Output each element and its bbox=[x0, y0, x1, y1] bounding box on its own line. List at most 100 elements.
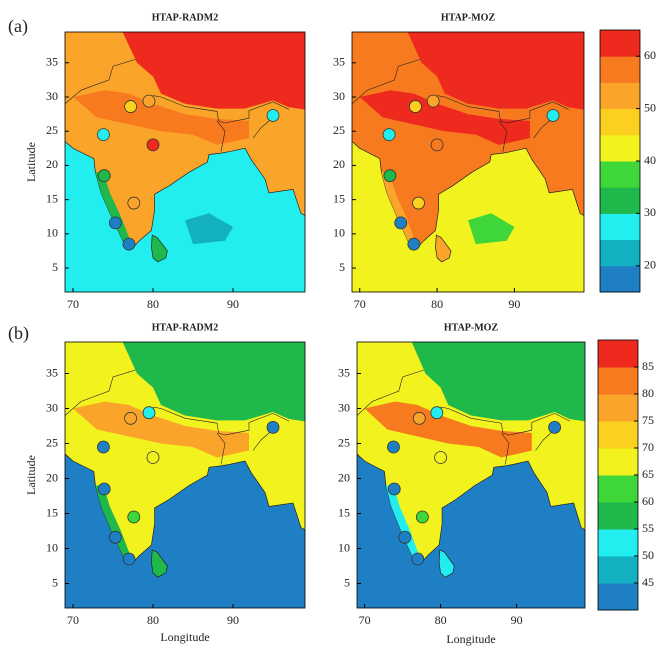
colorbar-tick-label: 55 bbox=[642, 521, 654, 535]
border bbox=[252, 117, 274, 139]
colorbar-band bbox=[600, 134, 640, 162]
tibet-region bbox=[122, 342, 305, 422]
station bbox=[415, 510, 429, 524]
colorbar-tick-label: 20 bbox=[644, 258, 656, 272]
colorbar-tick-label: 30 bbox=[644, 205, 656, 219]
border bbox=[533, 117, 554, 139]
colorbar-band bbox=[600, 82, 640, 110]
colorbar-band bbox=[598, 583, 638, 611]
colorbar-band bbox=[600, 30, 640, 57]
x-tick-label: 70 bbox=[359, 613, 371, 627]
station bbox=[97, 482, 111, 496]
map bbox=[65, 342, 305, 608]
station bbox=[411, 552, 425, 566]
y-tick-label: 10 bbox=[333, 226, 345, 240]
panel-label: (b) bbox=[8, 323, 29, 344]
map-frame bbox=[356, 341, 586, 609]
map-frame bbox=[351, 31, 585, 293]
western-ghats bbox=[95, 172, 132, 246]
x-tick-label: 90 bbox=[511, 613, 523, 627]
y-tick-label: 25 bbox=[46, 435, 58, 449]
border bbox=[65, 369, 136, 416]
western-ghats bbox=[381, 172, 417, 246]
colorbar-band bbox=[600, 56, 640, 83]
station bbox=[266, 420, 280, 434]
y-tick-label: 5 bbox=[344, 575, 350, 589]
colorbar-tick-label: 50 bbox=[642, 548, 654, 562]
gangetic-plain bbox=[364, 401, 532, 458]
y-tick-label: 30 bbox=[46, 400, 58, 414]
station bbox=[109, 530, 122, 544]
y-tick-label: 15 bbox=[338, 505, 350, 519]
y-tick-label: 25 bbox=[338, 435, 350, 449]
gangetic-plain bbox=[73, 90, 249, 145]
border bbox=[440, 406, 570, 436]
y-tick-label: 10 bbox=[46, 226, 58, 240]
map-frame bbox=[64, 31, 306, 293]
y-tick-label: 20 bbox=[333, 157, 345, 171]
station bbox=[127, 196, 141, 210]
y-axis-label: Latitude bbox=[24, 455, 38, 495]
x-axis-label: Longitude bbox=[160, 630, 209, 644]
border bbox=[216, 120, 226, 152]
tibet-region bbox=[411, 342, 585, 422]
x-tick-label: 80 bbox=[431, 297, 443, 311]
y-tick-label: 5 bbox=[339, 260, 345, 274]
colorbar-band bbox=[600, 108, 640, 136]
border bbox=[216, 432, 226, 465]
station bbox=[146, 138, 160, 152]
colorbar-band bbox=[598, 556, 638, 584]
x-tick-label: 70 bbox=[67, 297, 79, 311]
western-ghats bbox=[95, 485, 132, 561]
station bbox=[426, 94, 440, 108]
map-title: HTAP-RADM2 bbox=[152, 322, 218, 333]
station bbox=[407, 237, 421, 251]
station bbox=[394, 216, 408, 230]
station bbox=[412, 196, 425, 210]
x-tick-label: 70 bbox=[67, 613, 79, 627]
colorbar-band bbox=[598, 394, 638, 422]
y-tick-label: 5 bbox=[52, 260, 58, 274]
ocean-patch bbox=[185, 213, 233, 245]
x-tick-label: 70 bbox=[354, 297, 366, 311]
station bbox=[434, 451, 448, 464]
y-tick-label: 30 bbox=[338, 400, 350, 414]
gangetic-plain bbox=[359, 90, 530, 145]
colorbar-band bbox=[598, 421, 638, 449]
y-tick-label: 15 bbox=[46, 191, 58, 205]
colorbar-tick-label: 45 bbox=[642, 575, 654, 589]
ocean-patch bbox=[468, 213, 515, 245]
colorbar-band bbox=[598, 529, 638, 557]
station bbox=[387, 440, 400, 454]
y-tick-label: 35 bbox=[46, 55, 58, 69]
x-tick-label: 80 bbox=[435, 613, 447, 627]
y-tick-label: 20 bbox=[338, 470, 350, 484]
map bbox=[352, 32, 584, 292]
map-title: HTAP-MOZ bbox=[441, 12, 496, 23]
colorbar-tick-label: 50 bbox=[644, 100, 656, 114]
map bbox=[65, 32, 305, 292]
y-tick-label: 20 bbox=[46, 157, 58, 171]
sri-lanka bbox=[151, 549, 168, 578]
station bbox=[122, 552, 136, 566]
station bbox=[546, 109, 560, 122]
station bbox=[127, 510, 141, 524]
border bbox=[352, 59, 421, 105]
border bbox=[498, 120, 508, 152]
border bbox=[252, 429, 274, 451]
map bbox=[357, 342, 585, 608]
colorbar-tick-label: 60 bbox=[642, 494, 654, 508]
x-axis-label: Longitude bbox=[446, 632, 495, 646]
colorbar-band bbox=[600, 239, 640, 267]
border bbox=[152, 95, 290, 124]
station bbox=[382, 128, 396, 142]
station bbox=[409, 100, 422, 113]
station bbox=[146, 451, 160, 464]
station bbox=[383, 169, 397, 183]
y-tick-label: 35 bbox=[46, 365, 58, 379]
station bbox=[97, 440, 110, 454]
western-ghats bbox=[385, 485, 421, 561]
colorbar-band bbox=[600, 265, 640, 293]
y-tick-label: 35 bbox=[333, 55, 345, 69]
